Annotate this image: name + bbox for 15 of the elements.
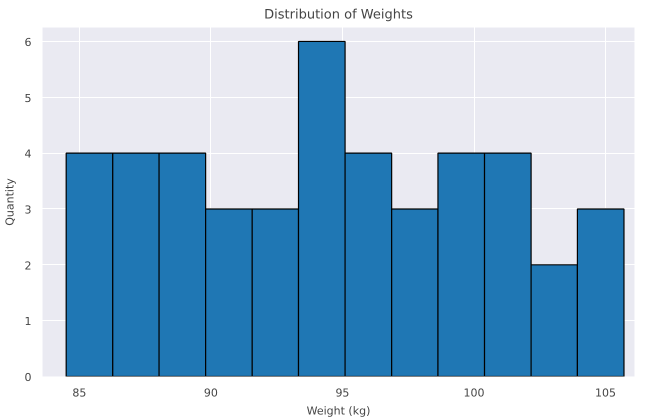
x-tick-label: 95	[335, 386, 350, 400]
y-tick-label: 3	[24, 203, 32, 216]
x-tick-label: 100	[464, 386, 485, 400]
y-tick-label: 2	[24, 259, 32, 272]
x-tick-label: 85	[72, 386, 86, 400]
y-tick-label: 5	[24, 92, 32, 105]
chart-title: Distribution of Weights	[264, 8, 414, 22]
x-tick-label: 105	[595, 386, 616, 400]
y-tick-label: 6	[24, 36, 32, 49]
y-tick-label: 4	[24, 148, 32, 161]
y-tick-label: 1	[24, 315, 32, 328]
x-axis-title: Weight (kg)	[306, 404, 370, 418]
x-tick-label: 90	[204, 386, 218, 400]
y-tick-label: 0	[24, 371, 32, 384]
y-axis-title: Quantity	[4, 178, 16, 226]
